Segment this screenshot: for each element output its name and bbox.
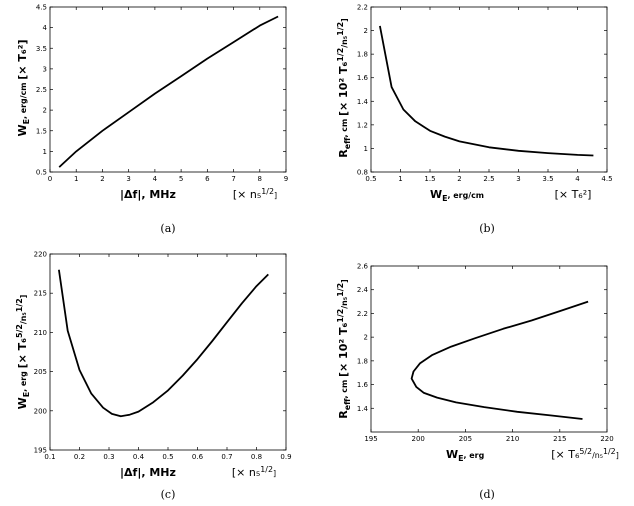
- y-tick-label: 1.2: [357, 121, 368, 129]
- y-tick-label: 1.6: [357, 381, 369, 389]
- x-tick-label: 2.5: [483, 175, 494, 183]
- x-tick-label: 0.6: [192, 453, 204, 461]
- y-tick-label: 2: [364, 334, 368, 342]
- y-tick-label: 1.8: [357, 51, 368, 59]
- chart-panel-1: 0 1 2 3 4 5 6 7 8 9 0.5 1 1.5 2 2.5 3 3.5 4 4.5 |Δf|, MHz [×…: [16, 4, 288, 236]
- y-tick-label: 3.5: [36, 45, 47, 53]
- x-tick-label: 0.1: [44, 453, 55, 461]
- x-tick-label: 8: [258, 175, 262, 183]
- x-tick-label: 215: [553, 435, 566, 443]
- y-axis-label: WE, erg/cm [× T₆²]: [16, 39, 31, 136]
- y-tick-label: 0.8: [357, 169, 368, 177]
- y-axis-unit: [× 10² T₆1/2/n₅1/2]: [336, 279, 350, 377]
- x-axis-unit: [× n₅1/2]: [233, 187, 277, 201]
- y-tick-label: 4: [43, 24, 48, 32]
- x-tick-label: 1: [398, 175, 402, 183]
- x-axis-unit: [× T₆5/2/n₅1/2]: [551, 447, 619, 461]
- x-tick-label: 4.5: [601, 175, 612, 183]
- y-tick-label: 3: [43, 65, 47, 73]
- x-tick-label: 0.9: [280, 453, 291, 461]
- panel-caption: (c): [161, 488, 176, 501]
- x-tick-label: 5: [179, 175, 183, 183]
- x-axis-unit: [× T₆²]: [555, 188, 592, 201]
- x-tick-label: 3: [516, 175, 520, 183]
- y-tick-label: 210: [34, 329, 47, 337]
- data-series-line: [410, 300, 589, 420]
- x-axis-label: WE, erg: [446, 448, 484, 463]
- y-tick-label: 2.6: [357, 263, 369, 271]
- panel-caption: (b): [479, 222, 495, 235]
- plot-frame: [370, 265, 608, 433]
- y-axis-unit: [× T₆5/2/n₅1/2]: [15, 295, 29, 369]
- y-tick-label: 220: [34, 251, 47, 259]
- y-axis-label: WE, erg [× T₆5/2/n₅1/2]: [15, 295, 31, 410]
- y-tick-label: 215: [34, 290, 47, 298]
- y-tick-label: 1: [364, 145, 368, 153]
- x-tick-label: 1.5: [424, 175, 435, 183]
- chart-panel-4: 195 200 205 210 215 220 1.4 1.6 1.8 2 2.2 2.4 2.6 WE,…: [336, 263, 619, 502]
- y-tick-label: 1.4: [357, 98, 369, 106]
- y-tick-label: 1.4: [357, 405, 369, 413]
- x-tick-label: 0.2: [74, 453, 85, 461]
- plot-frame: [49, 253, 287, 451]
- x-tick-label: 4: [153, 175, 158, 183]
- x-tick-label: 0.7: [221, 453, 232, 461]
- y-tick-label: 1.6: [357, 74, 369, 82]
- y-tick-label: 4.5: [36, 4, 47, 12]
- x-tick-label: 195: [364, 435, 377, 443]
- y-tick-label: 2: [364, 27, 368, 35]
- x-tick-label: 0: [48, 175, 52, 183]
- y-tick-label: 2.4: [357, 286, 369, 294]
- panel-caption: (d): [479, 488, 495, 501]
- x-tick-label: 205: [459, 435, 472, 443]
- x-tick-label: 0.5: [162, 453, 173, 461]
- x-axis-label: WE, erg/cm: [430, 188, 484, 203]
- x-tick-label: 0.8: [251, 453, 262, 461]
- panel-caption: (a): [160, 222, 175, 235]
- x-tick-label: 3.5: [542, 175, 553, 183]
- x-tick-label: 2: [100, 175, 104, 183]
- y-tick-label: 195: [34, 447, 47, 455]
- y-axis-title: Reff, cm [× 10² T₆1/2/n₅1/2]: [336, 279, 352, 418]
- x-axis-label: |Δf|, MHz: [120, 466, 176, 479]
- x-axis-unit: [× n₅1/2]: [232, 465, 276, 479]
- x-tick-label: 4: [575, 175, 580, 183]
- y-tick-label: 2.2: [357, 310, 368, 318]
- y-tick-label: 1: [43, 148, 47, 156]
- x-tick-label: 0.5: [365, 175, 376, 183]
- data-series-line: [58, 15, 279, 168]
- y-axis-title: WE, erg/cm [× T₆²]: [16, 39, 31, 136]
- y-axis-unit: [× T₆²]: [16, 39, 29, 79]
- y-tick-label: 2.5: [36, 86, 47, 94]
- x-tick-label: 1: [74, 175, 78, 183]
- y-tick-label: 2.2: [357, 4, 368, 12]
- chart-panel-3: 0.1 0.2 0.3 0.4 0.5 0.6 0.7 0.8 0.9 195 200 205 210 2…: [15, 251, 292, 502]
- y-axis-label: Reff, cm [× 10² T₆1/2/n₅1/2]: [336, 279, 352, 418]
- y-axis-title: WE, erg [× T₆5/2/n₅1/2]: [15, 295, 31, 410]
- y-axis-label: Reff, cm [× 10² T₆1/2/n₅1/2]: [336, 18, 352, 157]
- data-series-line: [379, 25, 594, 157]
- y-tick-label: 1.5: [36, 127, 47, 135]
- y-tick-label: 200: [34, 407, 47, 415]
- x-tick-label: 0.4: [133, 453, 145, 461]
- y-axis-unit: [× 10² T₆1/2/n₅1/2]: [336, 18, 350, 116]
- x-tick-label: 200: [412, 435, 425, 443]
- y-tick-label: 0.5: [36, 169, 47, 177]
- y-tick-label: 1.8: [357, 357, 368, 365]
- x-tick-label: 220: [600, 435, 613, 443]
- y-tick-label: 205: [34, 368, 47, 376]
- x-tick-label: 7: [231, 175, 235, 183]
- x-tick-label: 2: [457, 175, 461, 183]
- x-tick-label: 3: [126, 175, 130, 183]
- data-series-line: [58, 269, 269, 418]
- x-tick-label: 6: [205, 175, 210, 183]
- y-tick-label: 2: [43, 107, 47, 115]
- x-axis-label: |Δf|, MHz: [120, 188, 176, 201]
- x-tick-label: 0.3: [103, 453, 114, 461]
- x-tick-label: 9: [284, 175, 288, 183]
- y-axis-title: Reff, cm [× 10² T₆1/2/n₅1/2]: [336, 18, 352, 157]
- chart-panel-2: 0.5 1 1.5 2 2.5 3 3.5 4 4.5 0.8 1 1.2 1.4 1.6 1.8 2 2.2 W…: [336, 4, 613, 236]
- x-tick-label: 210: [506, 435, 519, 443]
